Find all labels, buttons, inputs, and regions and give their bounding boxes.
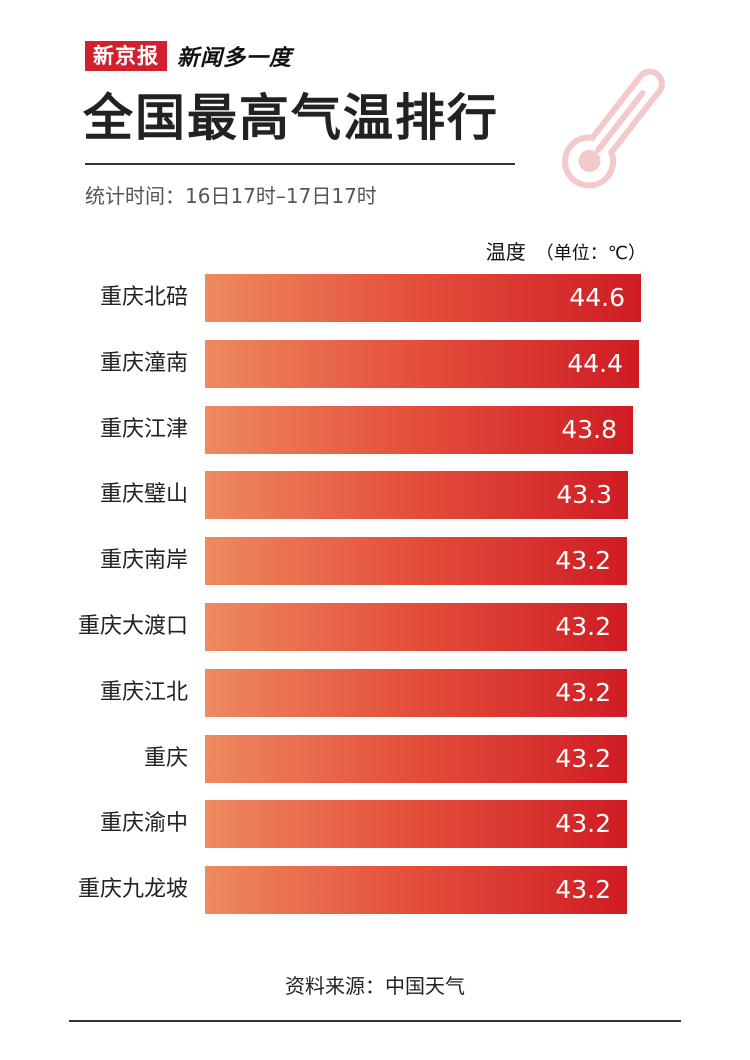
bottom-divider — [69, 1020, 681, 1022]
bar: 43.2 — [205, 603, 627, 651]
category-label: 重庆江津 — [99, 416, 188, 442]
category-label: 重庆江北 — [99, 679, 188, 705]
bar-value-label: 44.6 — [569, 283, 625, 312]
bar-value-label: 43.2 — [555, 612, 611, 641]
metric-label: 温度 — [485, 240, 526, 264]
bar: 43.2 — [205, 734, 627, 783]
bar: 44.6 — [205, 274, 641, 322]
bar-row: 重庆江津 43.8 — [0, 405, 750, 454]
bar-value-label: 43.3 — [556, 480, 612, 510]
bar-row: 重庆璧山 43.3 — [0, 471, 750, 520]
thermometer-icon — [562, 68, 665, 189]
bar: 43.2 — [205, 668, 627, 717]
category-label: 重庆渝中 — [99, 811, 188, 837]
bar: 43.2 — [205, 800, 627, 849]
category-label: 重庆 — [143, 745, 188, 771]
bar-row: 重庆江北 43.2 — [0, 668, 750, 717]
category-label: 重庆南岸 — [99, 548, 188, 574]
temperature-bar-chart: 重庆北碚 44.6 重庆潼南 44.4 重庆江津 43.8 重庆璧山 43.3 重庆南岸 43.2… — [0, 274, 750, 934]
bar-value-label: 43.2 — [555, 546, 611, 576]
bar-row: 重庆南岸 43.2 — [0, 537, 750, 586]
category-label: 重庆潼南 — [99, 350, 188, 376]
bar-row: 重庆九龙坡 43.2 — [0, 866, 750, 915]
bar-value-label: 43.2 — [555, 743, 611, 773]
column-name: 新闻多一度 — [177, 46, 293, 71]
bar-row: 重庆大渡口 43.2 — [0, 603, 750, 651]
bar: 43.2 — [205, 537, 627, 586]
category-label: 重庆大渡口 — [77, 614, 188, 639]
bar: 44.4 — [205, 339, 639, 388]
unit-label: 温度 （单位：℃） — [486, 236, 646, 265]
bar-value-label: 44.4 — [567, 348, 623, 378]
bar-row: 重庆 43.2 — [0, 734, 750, 783]
bar: 43.3 — [205, 471, 628, 520]
category-label: 重庆璧山 — [99, 482, 188, 508]
page-title: 全国最高气温排行 — [83, 89, 499, 147]
data-source: 资料来源：中国天气 — [285, 974, 465, 998]
bar-row: 重庆渝中 43.2 — [0, 800, 750, 849]
bar-value-label: 43.2 — [555, 809, 611, 839]
stat-period: 统计时间：16日17时–17日17时 — [85, 184, 377, 208]
bar-value-label: 43.2 — [555, 875, 611, 905]
brand-header: 新京报 新闻多一度 — [85, 40, 292, 72]
title-divider — [85, 163, 515, 165]
bar: 43.2 — [205, 866, 627, 915]
unit-text: （单位：℃） — [535, 243, 646, 264]
category-label: 重庆北碚 — [99, 285, 188, 310]
category-label: 重庆九龙坡 — [77, 877, 188, 903]
bar-value-label: 43.2 — [555, 677, 611, 707]
bar-value-label: 43.8 — [561, 414, 617, 444]
bar-row: 重庆北碚 44.6 — [0, 274, 750, 322]
bar-row: 重庆潼南 44.4 — [0, 339, 750, 388]
brand-logo: 新京报 — [85, 41, 167, 71]
bar: 43.8 — [205, 405, 633, 454]
